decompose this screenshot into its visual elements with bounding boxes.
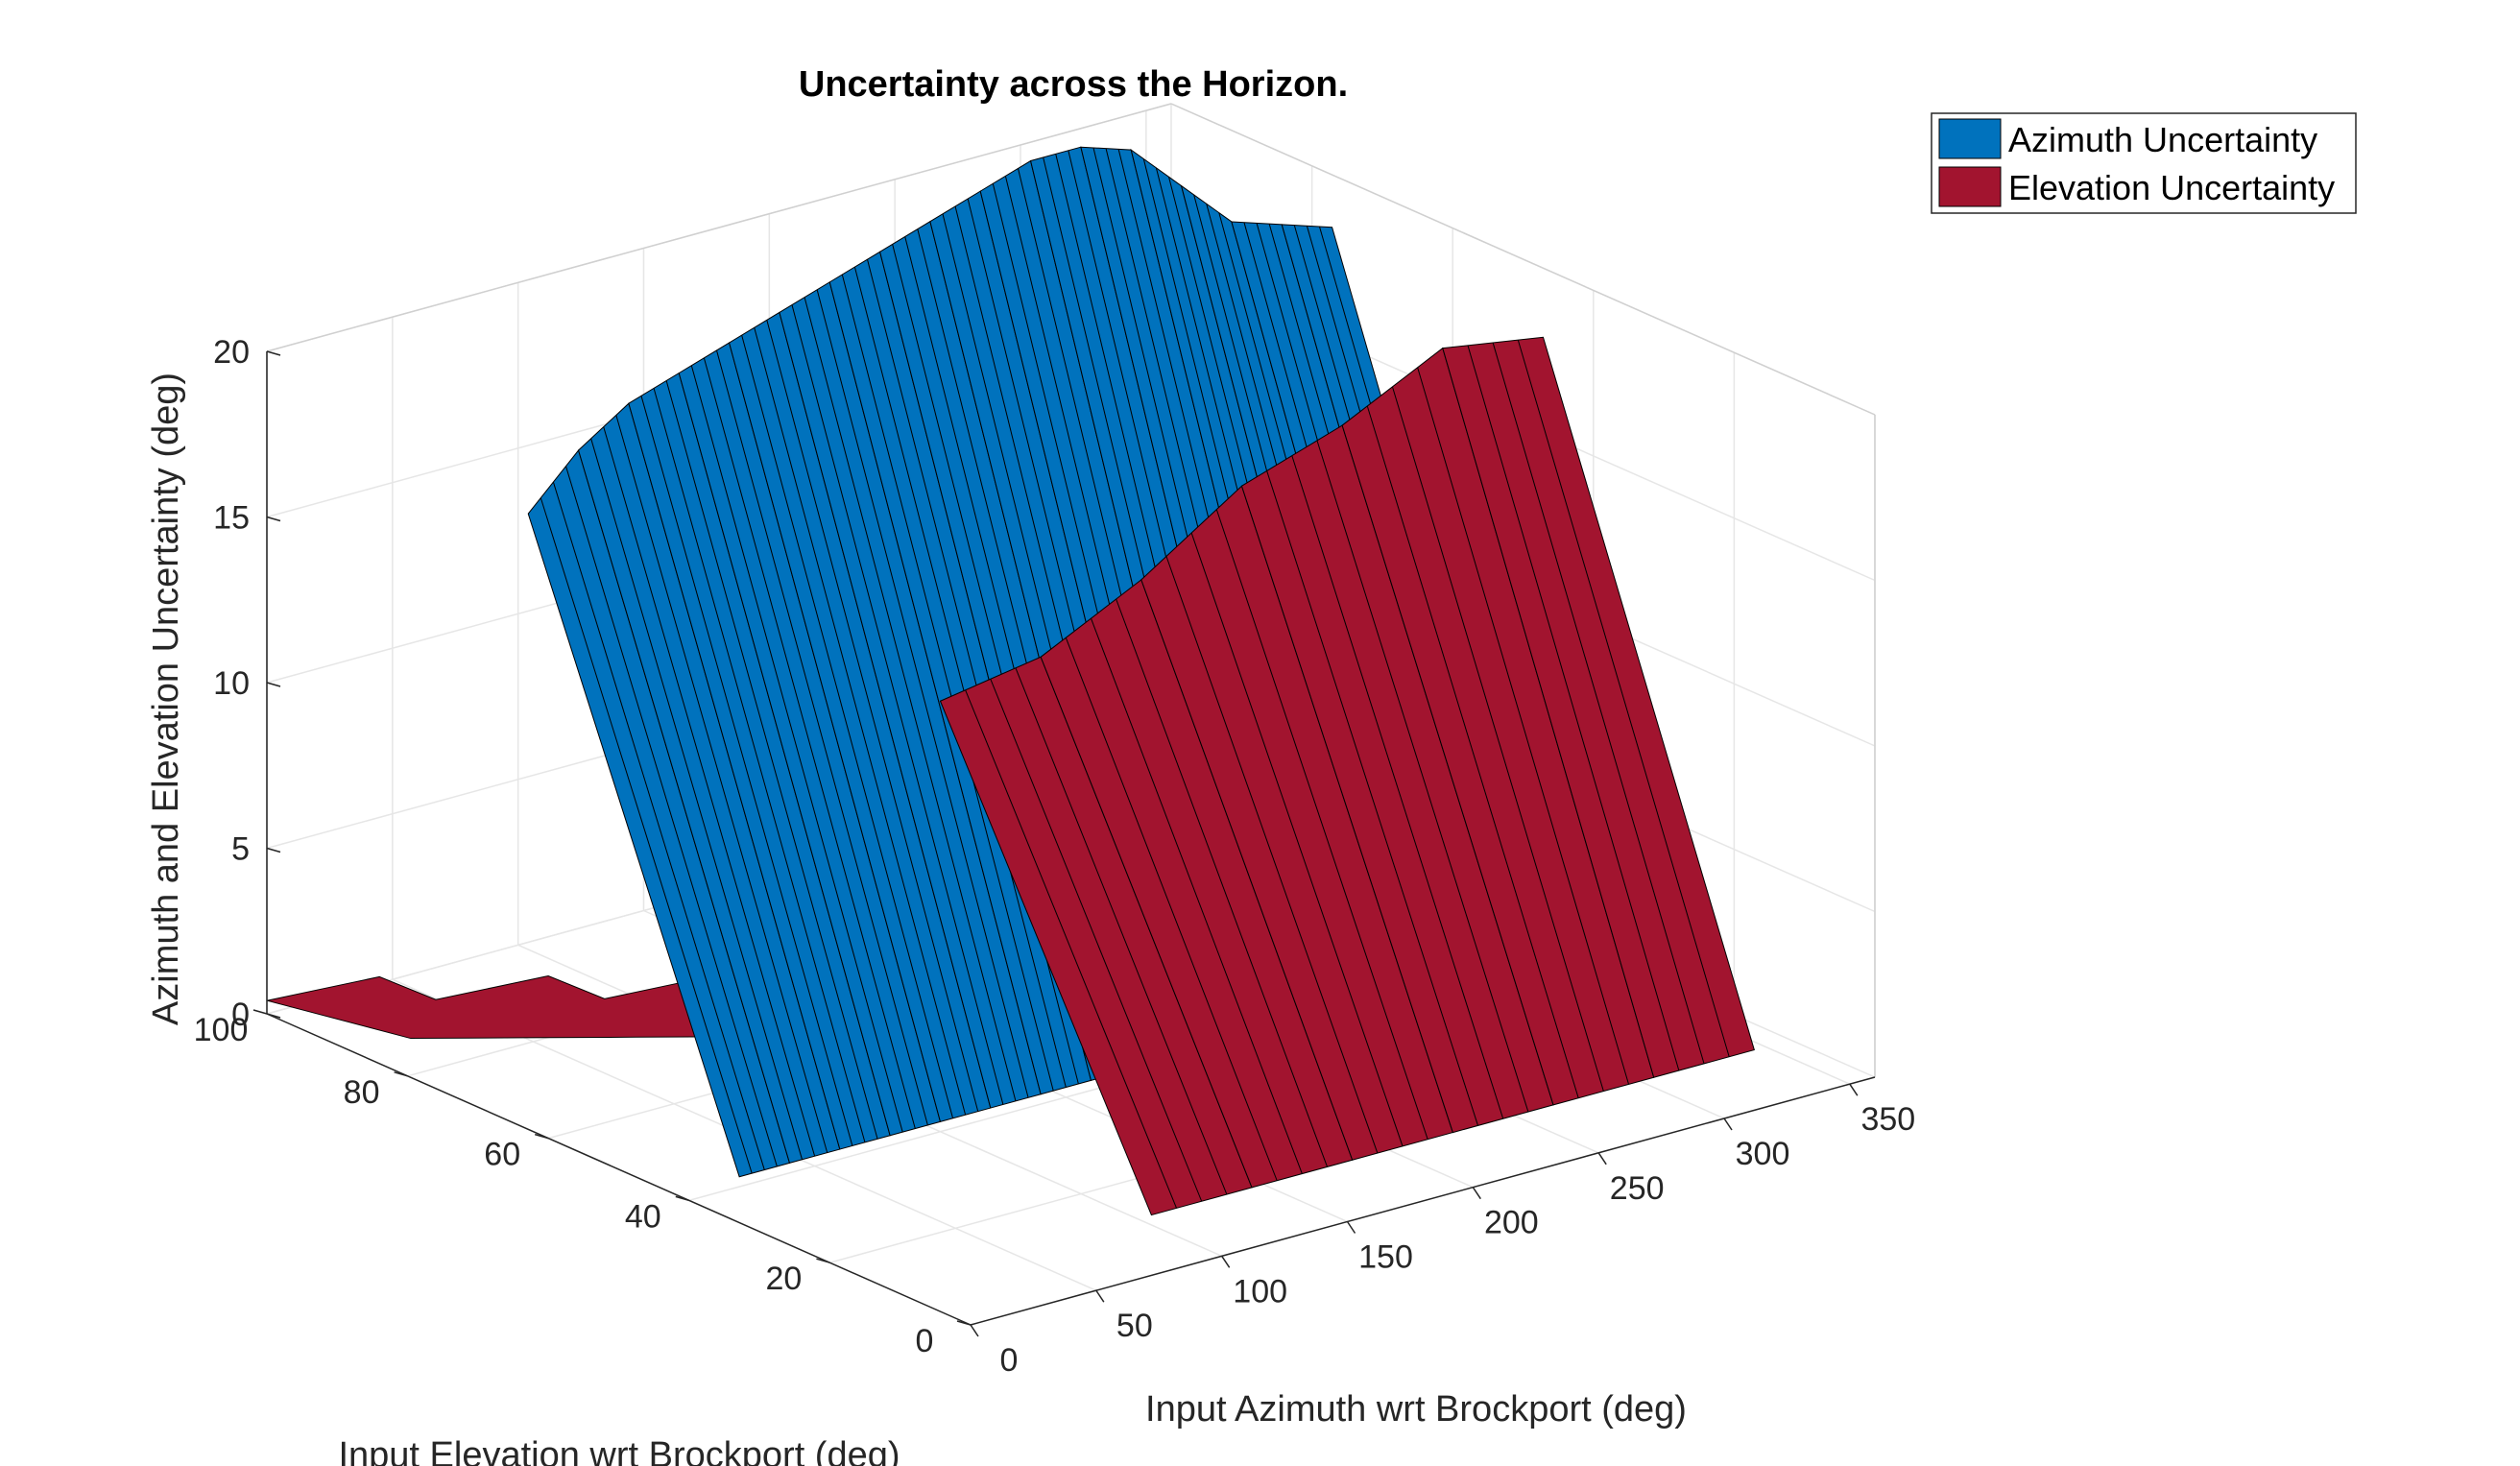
y-axis-tick: [956, 1320, 972, 1326]
x-axis-tick: [1095, 1289, 1105, 1303]
elevation-mesh-line: [1291, 455, 1504, 1119]
y-tick-label: 0: [916, 1323, 934, 1359]
z-axis-tick: [266, 847, 281, 853]
elevation-mesh-line: [990, 679, 1203, 1202]
z-tick-label: 20: [213, 334, 250, 371]
legend-swatch-azimuth: [1938, 118, 2002, 159]
elevation-mesh-line: [965, 689, 1177, 1209]
azimuth-mesh-line: [804, 297, 1017, 1102]
elevation-mesh-line: [1391, 386, 1604, 1092]
azimuth-mesh-line: [841, 274, 1054, 1092]
x-axis-tick: [1849, 1083, 1859, 1096]
legend-box: [1931, 112, 2357, 214]
z-tick-label: 10: [213, 665, 250, 702]
elevation-mesh-line: [1517, 339, 1730, 1057]
z-axis-label: Azimuth and Elevation Uncertainty (deg): [146, 373, 186, 1025]
y-tick-label: 20: [765, 1261, 802, 1297]
legend-swatch-elevation: [1938, 166, 2002, 207]
azimuth-mesh-line: [603, 426, 816, 1157]
x-tick-label: 50: [1116, 1308, 1153, 1344]
elevation-mesh-line: [1215, 509, 1428, 1140]
chart-title: Uncertainty across the Horizon.: [799, 64, 1348, 105]
azimuth-mesh-line: [565, 466, 778, 1167]
legend-label-elevation: Elevation Uncertainty: [2008, 168, 2335, 207]
azimuth-mesh-line: [665, 380, 878, 1140]
x-axis-tick: [1597, 1152, 1607, 1166]
y-tick-label: 40: [625, 1198, 661, 1235]
z-tick-label: 5: [231, 831, 250, 868]
azimuth-mesh-line: [703, 357, 916, 1129]
x-tick-label: 350: [1860, 1101, 1915, 1138]
z-tick-label: 0: [231, 997, 250, 1033]
elevation-mesh-line: [1266, 470, 1479, 1126]
elevation-mesh-line: [1015, 667, 1228, 1195]
y-tick-label: 80: [344, 1074, 380, 1111]
z-tick-label: 15: [213, 500, 250, 537]
azimuth-mesh-line: [552, 481, 765, 1170]
azimuth-mesh-line: [690, 365, 903, 1133]
x-tick-label: 300: [1736, 1136, 1790, 1172]
azimuth-mesh-line: [540, 497, 753, 1174]
box-edge: [266, 103, 1172, 352]
azimuth-mesh-line: [853, 266, 1067, 1088]
y-tick-label: 60: [484, 1137, 520, 1173]
azimuth-mesh-line: [615, 415, 828, 1153]
y-tick-label: 100: [194, 1012, 249, 1048]
y-axis-tick: [675, 1195, 690, 1202]
x-axis-tick: [1221, 1255, 1231, 1268]
elevation-mesh-line: [1316, 440, 1529, 1113]
y-axis-tick: [816, 1258, 830, 1263]
elevation-mesh-line: [1165, 556, 1379, 1154]
surface-plot: [266, 146, 1755, 1216]
y-axis-tick: [394, 1071, 408, 1077]
z-axis-tick: [266, 682, 281, 687]
y-axis-tick: [252, 1009, 268, 1015]
y-axis-line: [266, 1013, 972, 1326]
azimuth-mesh-line: [791, 304, 1004, 1105]
x-axis-label: Input Azimuth wrt Brockport (deg): [1145, 1389, 1687, 1430]
y-axis-tick: [534, 1133, 549, 1140]
azimuth-mesh-line: [754, 327, 967, 1116]
x-axis-tick: [1472, 1187, 1481, 1200]
azimuth-mesh-line: [716, 349, 928, 1126]
x-tick-label: 0: [1000, 1342, 1019, 1379]
elevation-surface-panel: [1442, 336, 1755, 1078]
elevation-mesh-line: [1492, 342, 1705, 1065]
legend: Azimuth Uncertainty Elevation Uncertaint…: [1931, 112, 2357, 214]
elevation-mesh-line: [1467, 345, 1680, 1071]
legend-label-azimuth: Azimuth Uncertainty: [2008, 120, 2317, 159]
elevation-mesh-line: [1366, 405, 1579, 1098]
azimuth-mesh-line: [741, 335, 954, 1118]
axes: 0501001502002503003500204060801000510152…: [194, 334, 1916, 1379]
x-tick-label: 150: [1358, 1239, 1413, 1276]
elevation-mesh-line: [1116, 598, 1329, 1167]
box-edge: [1170, 103, 1876, 416]
z-axis-tick: [266, 516, 281, 522]
x-tick-label: 100: [1233, 1273, 1287, 1310]
elevation-mesh-line: [1090, 617, 1303, 1174]
azimuth-mesh-line: [640, 396, 853, 1146]
z-axis-tick: [266, 1013, 281, 1019]
z-axis-tick: [266, 350, 281, 356]
x-tick-label: 200: [1484, 1205, 1539, 1241]
x-axis-tick: [1723, 1118, 1733, 1131]
elevation-mesh-line: [1190, 532, 1404, 1147]
x-axis-tick: [1346, 1221, 1356, 1234]
x-tick-label: 250: [1610, 1170, 1665, 1207]
azimuth-mesh-line: [653, 388, 866, 1143]
azimuth-mesh-line: [590, 438, 804, 1160]
azimuth-mesh-line: [766, 320, 979, 1112]
y-axis-label: Input Elevation wrt Brockport (deg): [338, 1435, 900, 1466]
azimuth-mesh-line: [816, 289, 1029, 1098]
elevation-mesh-line: [1065, 637, 1278, 1181]
x-axis-tick: [970, 1324, 979, 1337]
elevation-mesh-line: [1417, 367, 1630, 1085]
